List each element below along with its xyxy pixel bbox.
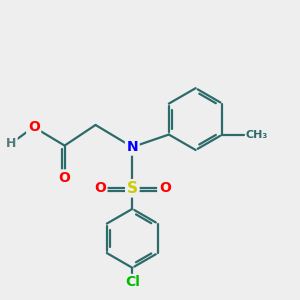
Text: O: O bbox=[94, 181, 106, 195]
Text: Cl: Cl bbox=[125, 275, 140, 290]
Text: CH₃: CH₃ bbox=[246, 130, 268, 140]
Text: O: O bbox=[59, 171, 70, 185]
Text: H: H bbox=[6, 137, 16, 150]
Text: O: O bbox=[159, 181, 171, 195]
Text: O: O bbox=[28, 120, 40, 134]
Text: N: N bbox=[127, 140, 138, 154]
Text: S: S bbox=[127, 181, 138, 196]
